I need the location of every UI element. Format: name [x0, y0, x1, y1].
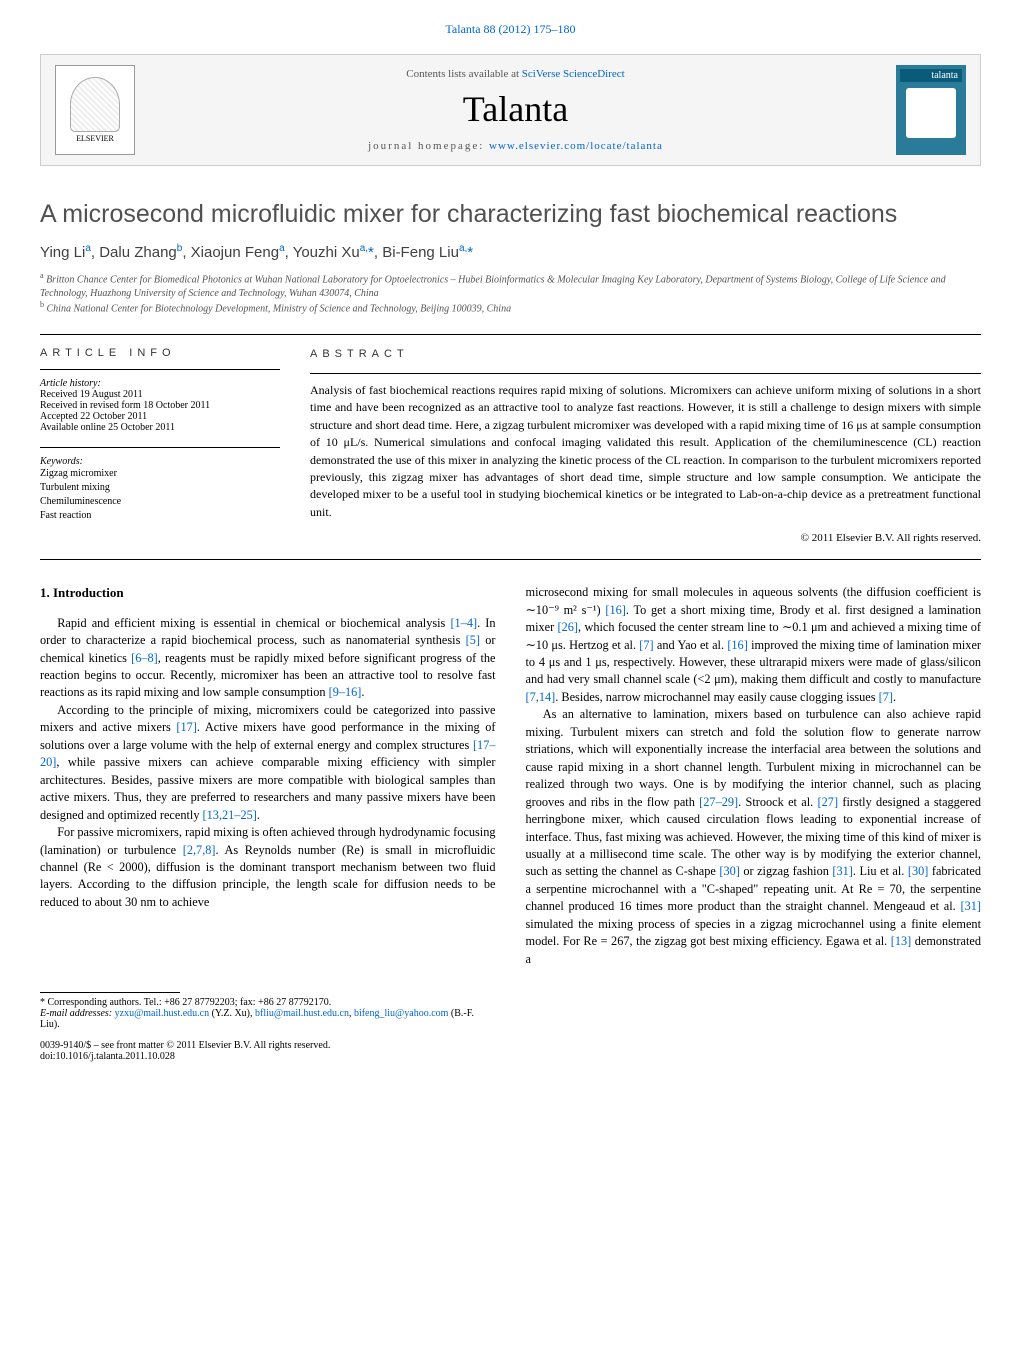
elsevier-tree-icon: [70, 77, 120, 132]
corresponding-authors: * Corresponding authors. Tel.: +86 27 87…: [40, 997, 480, 1008]
email-link[interactable]: bifeng_liu@yahoo.com: [354, 1008, 448, 1019]
article-info-label: ARTICLE INFO: [40, 347, 280, 359]
journal-reference: Talanta 88 (2012) 175–180: [0, 0, 1021, 46]
journal-homepage-line: journal homepage: www.elsevier.com/locat…: [135, 140, 896, 152]
article-history-block: Article history: Received 19 August 2011…: [40, 378, 280, 433]
article-title: A microsecond microfluidic mixer for cha…: [40, 200, 981, 229]
email-link[interactable]: bfliu@mail.hust.edu.cn: [255, 1008, 349, 1019]
cover-label: talanta: [900, 69, 962, 82]
email-line: E-mail addresses: yzxu@mail.hust.edu.cn …: [40, 1008, 480, 1030]
homepage-prefix: journal homepage:: [368, 140, 489, 152]
cover-image-placeholder: [906, 88, 956, 138]
author-list: Ying Lia, Dalu Zhangb, Xiaojun Fenga, Yo…: [40, 243, 981, 261]
contents-available-line: Contents lists available at SciVerse Sci…: [135, 68, 896, 80]
homepage-link[interactable]: www.elsevier.com/locate/talanta: [489, 140, 663, 152]
affiliation-line: b China National Center for Biotechnolog…: [40, 300, 981, 316]
email-link[interactable]: yzxu@mail.hust.edu.cn: [115, 1008, 209, 1019]
keywords-label: Keywords:: [40, 456, 280, 467]
left-paragraphs: Rapid and efficient mixing is essential …: [40, 615, 496, 912]
sciencedirect-link[interactable]: SciVerse ScienceDirect: [522, 68, 625, 80]
header-center: Contents lists available at SciVerse Sci…: [135, 68, 896, 152]
contents-prefix: Contents lists available at: [406, 68, 521, 80]
history-list: Received 19 August 2011Received in revis…: [40, 389, 280, 433]
keyword-item: Zigzag micromixer: [40, 467, 280, 481]
section-heading: 1. Introduction: [40, 584, 496, 602]
body-paragraph: According to the principle of mixing, mi…: [40, 702, 496, 824]
body-two-column: 1. Introduction Rapid and efficient mixi…: [40, 584, 981, 968]
affiliation-line: a Britton Chance Center for Biomedical P…: [40, 271, 981, 300]
history-item: Available online 25 October 2011: [40, 422, 280, 433]
body-paragraph: Rapid and efficient mixing is essential …: [40, 615, 496, 702]
history-label: Article history:: [40, 378, 280, 389]
abstract-divider: [310, 373, 981, 374]
keyword-item: Fast reaction: [40, 509, 280, 523]
body-paragraph: As an alternative to lamination, mixers …: [526, 706, 982, 968]
keywords-block: Keywords: Zigzag micromixerTurbulent mix…: [40, 456, 280, 523]
email-who: (Y.Z. Xu),: [209, 1008, 255, 1019]
body-paragraph: For passive micromixers, rapid mixing is…: [40, 824, 496, 911]
keyword-item: Turbulent mixing: [40, 481, 280, 495]
divider-bottom: [40, 559, 981, 560]
info-abstract-row: ARTICLE INFO Article history: Received 1…: [40, 335, 981, 559]
affiliations: a Britton Chance Center for Biomedical P…: [40, 271, 981, 316]
journal-header-bar: ELSEVIER Contents lists available at Sci…: [40, 54, 981, 166]
issn-line: 0039-9140/$ – see front matter © 2011 El…: [40, 1040, 480, 1051]
abstract-text: Analysis of fast biochemical reactions r…: [310, 382, 981, 521]
body-paragraph: microsecond mixing for small molecules i…: [526, 584, 982, 706]
keywords-list: Zigzag micromixerTurbulent mixingChemilu…: [40, 467, 280, 523]
body-left-column: 1. Introduction Rapid and efficient mixi…: [40, 584, 496, 968]
footer-block: * Corresponding authors. Tel.: +86 27 87…: [40, 992, 480, 1062]
abstract-label: ABSTRACT: [310, 347, 981, 363]
keywords-divider: [40, 447, 280, 448]
keyword-item: Chemiluminescence: [40, 495, 280, 509]
email-label: E-mail addresses:: [40, 1008, 115, 1019]
abstract-column: ABSTRACT Analysis of fast biochemical re…: [310, 335, 981, 559]
info-divider: [40, 369, 280, 370]
journal-cover-thumbnail[interactable]: talanta: [896, 65, 966, 155]
elsevier-label: ELSEVIER: [76, 134, 114, 143]
history-item: Accepted 22 October 2011: [40, 411, 280, 422]
journal-title: Talanta: [135, 88, 896, 130]
elsevier-logo[interactable]: ELSEVIER: [55, 65, 135, 155]
footer-rule: [40, 992, 180, 993]
article-info-column: ARTICLE INFO Article history: Received 1…: [40, 335, 280, 559]
history-item: Received in revised form 18 October 2011: [40, 400, 280, 411]
body-right-column: microsecond mixing for small molecules i…: [526, 584, 982, 968]
journal-ref-text[interactable]: Talanta 88 (2012) 175–180: [445, 22, 575, 36]
right-paragraphs: microsecond mixing for small molecules i…: [526, 584, 982, 968]
history-item: Received 19 August 2011: [40, 389, 280, 400]
abstract-copyright: © 2011 Elsevier B.V. All rights reserved…: [310, 531, 981, 547]
doi-line: doi:10.1016/j.talanta.2011.10.028: [40, 1051, 480, 1062]
